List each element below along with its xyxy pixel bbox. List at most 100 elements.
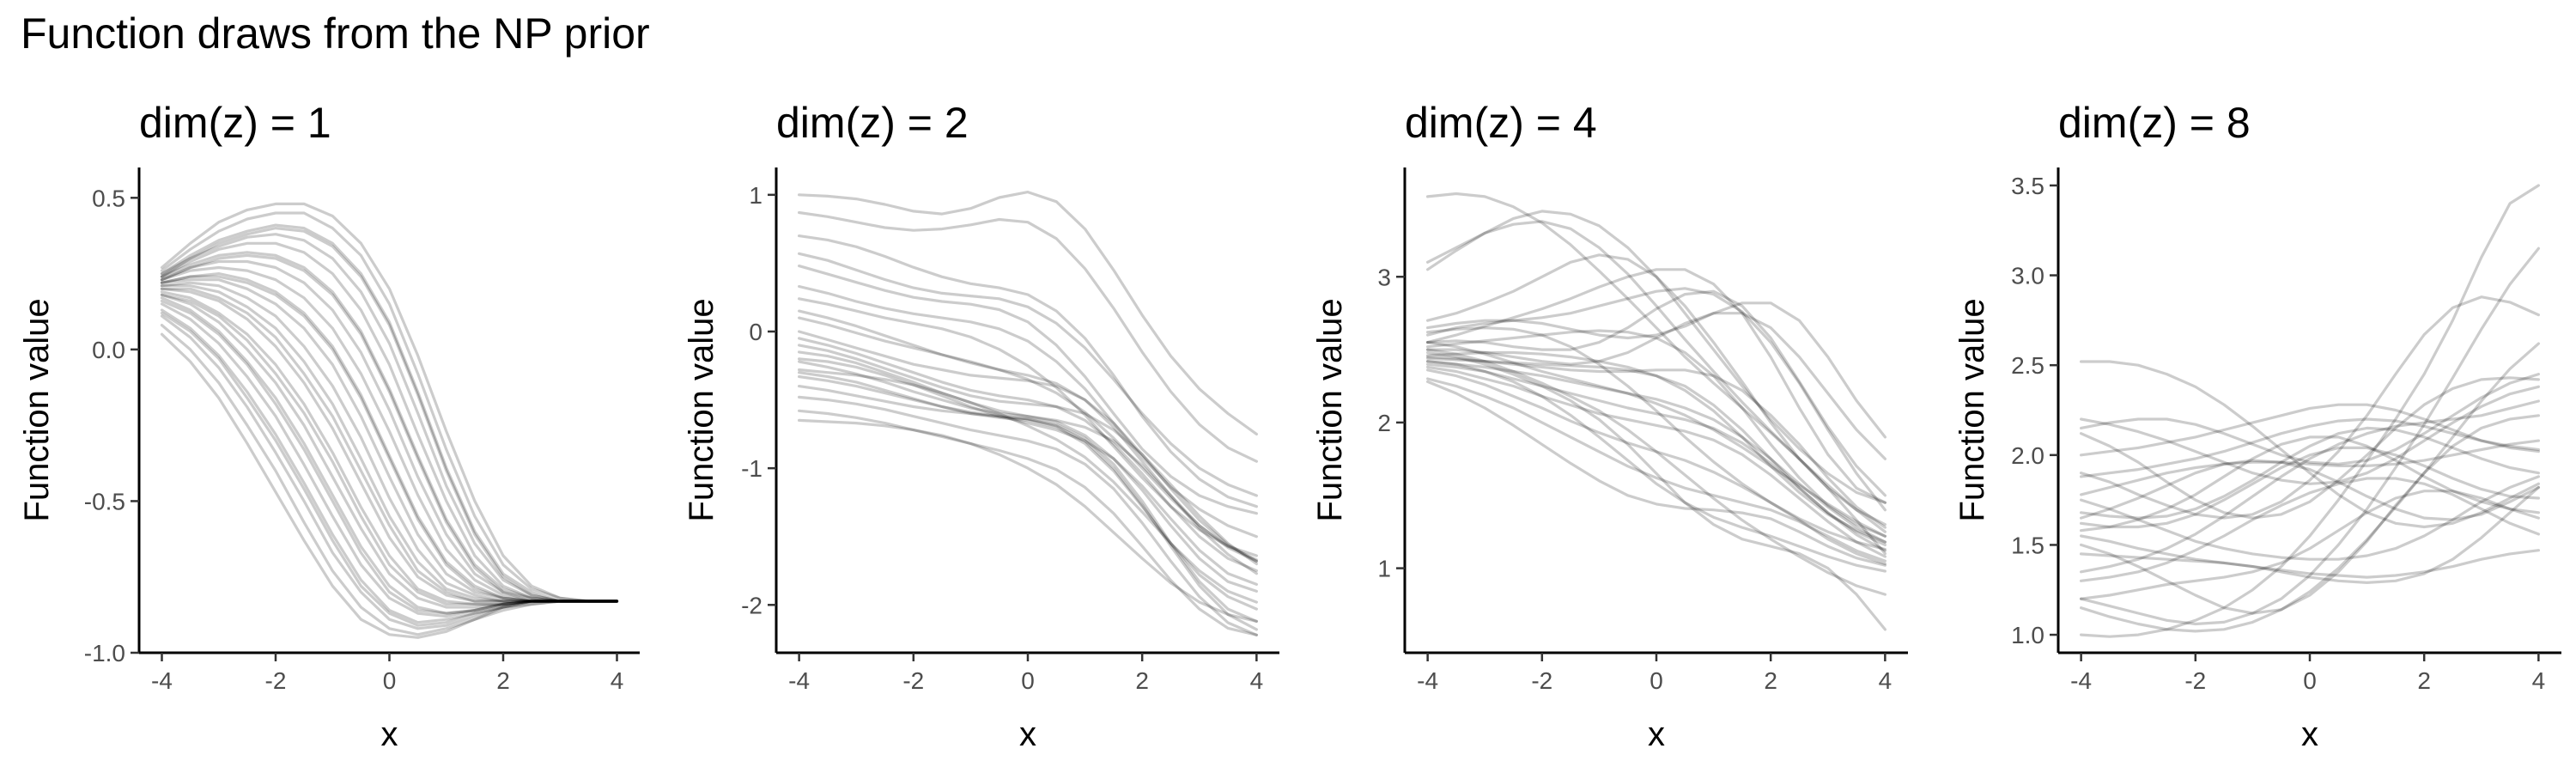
x-tick-label: 4 xyxy=(1250,667,1264,694)
series-line xyxy=(1425,192,1886,556)
series-line xyxy=(2080,549,2540,579)
series-line xyxy=(160,332,619,639)
y-tick-label: 1.0 xyxy=(2011,622,2044,648)
series-line xyxy=(1425,362,1886,552)
y-axis-label: Function value xyxy=(683,298,720,521)
x-tick-label: -2 xyxy=(902,667,924,694)
series-line xyxy=(160,296,619,615)
series-line xyxy=(160,259,619,603)
y-tick-label: 3 xyxy=(1377,264,1391,290)
series-line xyxy=(160,211,619,603)
series-line xyxy=(160,202,619,603)
series-line xyxy=(1425,350,1886,544)
y-tick-label: 2 xyxy=(1377,410,1391,436)
series-line xyxy=(1425,356,1886,547)
series-line xyxy=(1425,368,1886,566)
series-line xyxy=(2080,426,2540,520)
x-tick-label: 4 xyxy=(2532,667,2546,694)
series-line xyxy=(2080,459,2540,521)
series-line xyxy=(797,371,1259,611)
x-tick-label: -2 xyxy=(2184,667,2206,694)
panel-title: dim(z) = 2 xyxy=(776,99,969,147)
series-line xyxy=(2080,417,2540,478)
series-line xyxy=(160,284,619,603)
chart-panel-2: dim(z) = 2 -4 -2 0 2 4 -2 -1 0 1 x Function value xyxy=(683,99,1279,753)
series-line xyxy=(1425,356,1886,529)
series-line xyxy=(2080,490,2540,600)
series-line xyxy=(2080,342,2540,633)
series-line xyxy=(1425,360,1886,544)
series-line xyxy=(160,251,619,603)
series-line xyxy=(797,368,1259,604)
series-line xyxy=(1425,341,1886,538)
series-line xyxy=(160,299,619,615)
series-line xyxy=(2080,485,2540,585)
series-line xyxy=(1425,253,1886,526)
y-tick-label: 0.5 xyxy=(92,185,125,211)
x-axis-label: x xyxy=(2301,715,2318,753)
y-axis-label: Function value xyxy=(1953,298,1991,521)
series-line xyxy=(797,191,1259,435)
x-tick-label: 2 xyxy=(1135,667,1149,694)
panel-title: dim(z) = 8 xyxy=(2058,99,2251,147)
series-line xyxy=(797,409,1259,636)
series-line xyxy=(797,284,1259,539)
series-line xyxy=(2080,295,2540,520)
series-line xyxy=(797,337,1259,573)
y-axis-label: Function value xyxy=(1311,298,1349,521)
series-line xyxy=(160,308,619,624)
y-axis-label: Function value xyxy=(18,298,56,521)
y-tick-label: 3.0 xyxy=(2011,263,2044,289)
series-line xyxy=(2080,435,2540,533)
x-tick-label: 2 xyxy=(496,667,510,694)
series-line xyxy=(2080,376,2540,520)
series-line xyxy=(1425,380,1886,567)
series-line xyxy=(797,395,1259,636)
y-tick-label: 0 xyxy=(749,319,762,345)
x-tick-label: -2 xyxy=(265,667,287,694)
x-tick-label: -4 xyxy=(788,667,810,694)
panel-title: dim(z) = 1 xyxy=(139,99,331,147)
x-tick-label: 4 xyxy=(611,667,624,694)
x-tick-label: 4 xyxy=(1879,667,1893,694)
series-line xyxy=(2080,439,2540,496)
series-line xyxy=(797,374,1259,624)
x-tick-label: 2 xyxy=(2417,667,2431,694)
x-tick-label: -4 xyxy=(2070,667,2092,694)
y-tick-label: -1 xyxy=(741,455,762,482)
series-line xyxy=(2080,373,2540,466)
y-tick-label: 1.5 xyxy=(2011,532,2044,558)
series-line xyxy=(1425,210,1886,504)
series-line xyxy=(160,311,619,627)
series-line xyxy=(797,418,1259,624)
series-line xyxy=(2080,399,2540,574)
panel-title: dim(z) = 4 xyxy=(1405,99,1597,147)
x-tick-label: 0 xyxy=(2303,667,2317,694)
series-line xyxy=(1425,289,1886,497)
series-line xyxy=(160,287,619,603)
x-tick-label: 0 xyxy=(1021,667,1035,694)
series-line xyxy=(797,350,1259,575)
y-tick-label: -2 xyxy=(741,592,762,618)
series-line xyxy=(160,314,619,630)
series-line xyxy=(2080,247,2540,626)
series-line xyxy=(1425,348,1886,596)
series-line xyxy=(2080,360,2540,529)
series-line xyxy=(797,252,1259,497)
series-line xyxy=(797,309,1259,563)
series-line xyxy=(1425,377,1886,563)
y-tick-label: 1 xyxy=(749,182,762,209)
y-tick-label: 3.5 xyxy=(2011,173,2044,199)
series-line xyxy=(2080,385,2540,485)
series-line xyxy=(160,227,619,603)
series-line xyxy=(1425,312,1886,460)
x-axis-label: x xyxy=(1019,715,1036,753)
series-group xyxy=(2080,184,2540,638)
series-line xyxy=(797,330,1259,563)
series-line xyxy=(1425,301,1886,439)
x-tick-label: -4 xyxy=(151,667,173,694)
series-line xyxy=(797,385,1259,631)
series-line xyxy=(1425,326,1886,551)
y-tick-label: 2.0 xyxy=(2011,442,2044,469)
